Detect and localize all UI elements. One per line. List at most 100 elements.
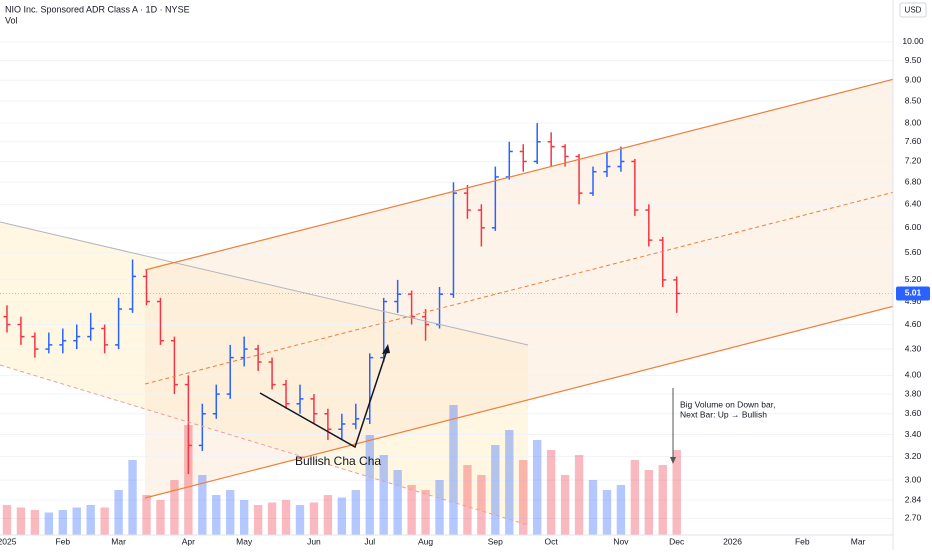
channel-upper: [144, 74, 911, 271]
volume-bar: [198, 475, 207, 535]
x-tick-label: 2025: [0, 536, 17, 546]
x-tick-label: Jul: [364, 536, 375, 546]
y-tick-label: 6.00: [905, 222, 922, 232]
volume-bar: [519, 460, 528, 535]
y-tick-label: 4.90: [905, 296, 922, 306]
volume-bar: [323, 495, 333, 535]
volume-bar: [351, 490, 360, 535]
x-tick-label: Jun: [307, 536, 321, 546]
y-tick-label: 5.20: [905, 274, 922, 284]
volume-bar: [58, 510, 67, 535]
volume-bar: [100, 507, 109, 535]
x-tick-label: May: [236, 536, 253, 546]
x-tick-label: Aug: [418, 536, 433, 546]
volume-label: Vol: [5, 15, 18, 25]
volume-bar: [44, 512, 54, 535]
y-tick-label: 3.40: [905, 429, 922, 439]
volume-bar: [546, 450, 556, 535]
channel-middle: [144, 187, 911, 385]
volume-bar: [2, 505, 12, 535]
y-tick-label: 8.00: [905, 117, 922, 127]
y-tick-label: 3.80: [905, 388, 922, 398]
volume-bar: [449, 405, 458, 535]
y-tick-label: 2.84: [905, 494, 922, 504]
volume-bar: [295, 505, 305, 535]
volume-bar: [16, 507, 26, 535]
volume-bar: [644, 470, 654, 535]
volume-bar: [421, 490, 430, 535]
volume-bar: [379, 455, 388, 535]
volume-bar: [574, 455, 584, 535]
grid: [0, 41, 893, 519]
volume-bar: [226, 490, 235, 535]
note-arrow-head: [670, 457, 676, 464]
x-tick-label: Apr: [182, 536, 195, 546]
x-tick-label: Dec: [669, 536, 685, 546]
volume-bar: [128, 460, 137, 535]
volume-bar: [588, 480, 598, 535]
y-tick-label: 10.00: [902, 36, 924, 46]
x-tick-label: Mar: [111, 536, 126, 546]
annotation: Big Volume on Down bar,: [680, 399, 775, 409]
descending-line: [0, 221, 529, 346]
volume-bar: [239, 500, 249, 535]
volume-bar: [616, 485, 626, 535]
volume-bar: [533, 440, 542, 535]
x-tick-label: Mar: [851, 536, 866, 546]
currency-badge[interactable]: [899, 2, 927, 18]
volume-bar: [281, 500, 291, 535]
y-tick-label: 6.40: [905, 199, 922, 209]
volume-bar: [658, 465, 667, 535]
last-price-badge: [896, 286, 930, 301]
cha-cha-path: [259, 346, 389, 449]
volume-bar: [30, 510, 40, 535]
volume-bar: [114, 490, 123, 535]
volume-bar: [337, 497, 347, 535]
price-axis: [893, 0, 932, 550]
last-price-label: 5.01: [905, 288, 922, 298]
volume-bar: [142, 495, 151, 535]
volume-bar: [170, 480, 179, 535]
volume-bar: [365, 435, 374, 535]
volume-bar: [212, 495, 221, 535]
volume-bar: [393, 470, 402, 535]
y-tick-label: 7.20: [905, 156, 922, 166]
y-tick-label: 4.30: [905, 343, 922, 353]
channel-lower: [144, 301, 911, 499]
y-tick-label: 4.00: [905, 370, 922, 380]
volume-bar: [463, 465, 472, 535]
x-tick-label: Oct: [545, 536, 559, 546]
volume-bar: [86, 505, 95, 535]
chart-title: NIO Inc. Sponsored ADR Class A · 1D · NY…: [5, 4, 190, 14]
y-tick-label: 4.60: [905, 319, 922, 329]
volume-bar: [156, 500, 165, 535]
y-tick-label: 9.00: [905, 74, 922, 84]
volume-bar: [477, 475, 486, 535]
y-tick-label: 6.80: [905, 177, 922, 187]
axes: 2.70 2.84 3.00 3.20 3.40 3.60 3.80 4.00 4.30 4.60…: [0, 36, 930, 546]
volume-bar: [407, 485, 416, 535]
arrow-head: [382, 344, 390, 354]
volume-bar: [72, 507, 81, 535]
annotation: Bullish Cha Cha: [295, 454, 381, 468]
x-tick-label: Sep: [488, 536, 503, 546]
volume-bar: [505, 430, 514, 535]
y-tick-label: 3.00: [905, 474, 922, 484]
x-tick-label: 2026: [723, 536, 742, 546]
volume-bar: [630, 460, 640, 535]
volume-bar: [491, 445, 500, 535]
annotation: Next Bar: Up → Bullish: [680, 409, 767, 419]
volume-bar: [184, 425, 193, 535]
y-tick-label: 3.20: [905, 451, 922, 461]
volume-bar: [602, 490, 612, 535]
volume-bar: [560, 475, 570, 535]
x-tick-label: Feb: [55, 536, 70, 546]
x-tick-label: Feb: [795, 536, 810, 546]
volume-bar: [435, 480, 444, 535]
volume-pane: [2, 405, 681, 535]
currency: USD: [905, 6, 922, 15]
y-tick-label: 5.60: [905, 247, 922, 257]
y-tick-label: 7.60: [905, 136, 922, 146]
volume-bar: [309, 502, 319, 535]
